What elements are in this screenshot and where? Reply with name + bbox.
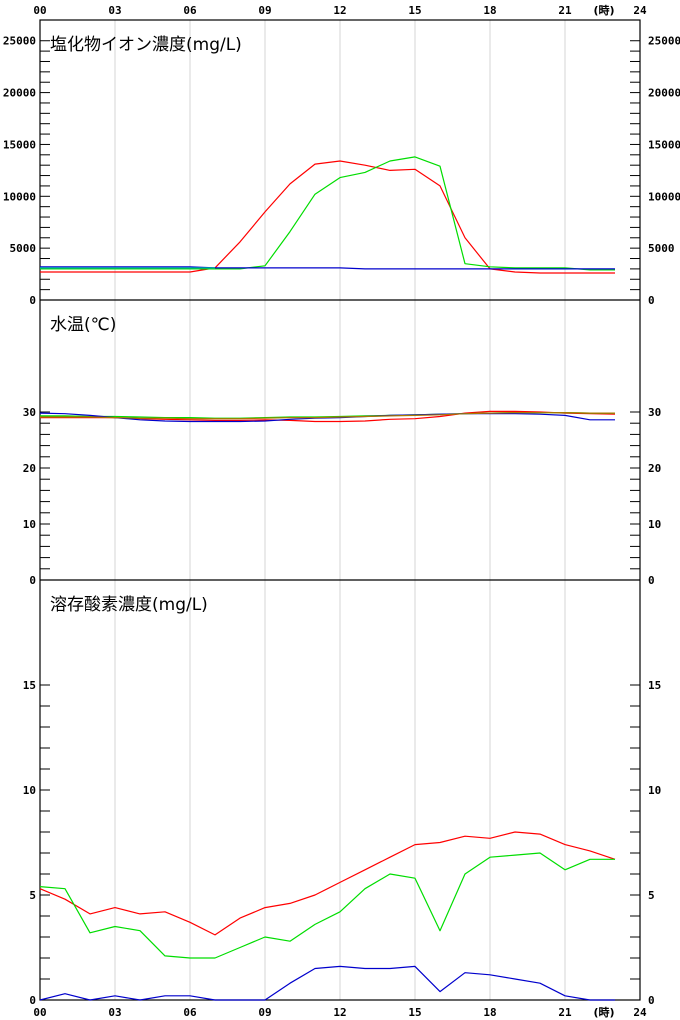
y-tick-label-left: 5 — [29, 889, 36, 902]
y-tick-label-right: 10000 — [648, 190, 680, 203]
y-tick-label-right: 25000 — [648, 35, 680, 48]
x-unit-label-bottom: (時) — [593, 1005, 614, 1019]
y-tick-label-left: 5000 — [10, 242, 37, 255]
x-tick-label-bottom: 03 — [108, 1006, 121, 1019]
y-tick-label-left: 10 — [23, 784, 36, 797]
x-tick-label-bottom: 00 — [33, 1006, 46, 1019]
series-layer — [39, 156, 616, 1001]
y-tick-label-right: 5 — [648, 889, 655, 902]
y-tick-label-left: 0 — [29, 294, 36, 307]
x-tick-label-top: 18 — [483, 4, 496, 17]
x-tick-label-top: 24 — [633, 4, 647, 17]
plot-frame — [39, 19, 641, 1001]
x-tick-label-top: 12 — [333, 4, 346, 17]
x-tick-label-top: 21 — [558, 4, 572, 17]
series-line-2 — [40, 156, 615, 271]
y-tick-label-right: 0 — [648, 574, 655, 587]
x-tick-label-bottom: 06 — [183, 1006, 197, 1019]
x-tick-label-bottom: 09 — [258, 1006, 271, 1019]
series-line-4 — [40, 412, 615, 420]
y-tick-label-right: 20000 — [648, 87, 680, 100]
x-tick-label-bottom: 24 — [633, 1006, 647, 1019]
panel-title: 塩化物イオン濃度(mg/L) — [50, 35, 242, 55]
series-line-1 — [39, 831, 616, 936]
panel-title: 水温(℃) — [50, 315, 116, 335]
y-tick-label-left: 10000 — [3, 190, 36, 203]
series-line-2 — [39, 852, 615, 959]
axes-layer — [39, 19, 641, 1001]
y-tick-label-left: 15000 — [3, 138, 36, 151]
y-tick-label-left: 20 — [23, 462, 36, 475]
text-layer: 00 03 06 09 12 15 18 21 24(時)00 03 06 09 12 15 18 21 24(… — [3, 3, 680, 1019]
y-tick-label-right: 5000 — [648, 242, 675, 255]
y-tick-label-left: 0 — [29, 574, 36, 587]
y-tick-label-right: 20 — [648, 462, 661, 475]
y-tick-label-left: 0 — [29, 994, 36, 1007]
y-tick-label-right: 0 — [648, 994, 655, 1007]
series-line-3 — [40, 266, 615, 270]
x-tick-label-top: 15 — [408, 4, 421, 17]
y-tick-label-left: 20000 — [3, 87, 36, 100]
x-tick-label-top: 06 — [183, 4, 197, 17]
y-tick-label-right: 10 — [648, 784, 661, 797]
x-tick-label-bottom: 12 — [333, 1006, 346, 1019]
x-unit-label-top: (時) — [593, 3, 614, 17]
y-tick-label-right: 15 — [648, 679, 661, 692]
series-line-1 — [40, 160, 615, 274]
x-tick-label-bottom: 18 — [483, 1006, 496, 1019]
y-tick-label-left: 30 — [23, 406, 36, 419]
y-tick-label-left: 15 — [23, 679, 36, 692]
x-tick-label-bottom: 21 — [558, 1006, 572, 1019]
x-tick-label-top: 00 — [33, 4, 46, 17]
y-tick-label-right: 0 — [648, 294, 655, 307]
x-tick-label-bottom: 15 — [408, 1006, 421, 1019]
grid-layer — [114, 20, 566, 1000]
x-tick-label-top: 03 — [108, 4, 121, 17]
y-tick-label-right: 10 — [648, 518, 661, 531]
y-tick-label-right: 30 — [648, 406, 661, 419]
panel-title: 溶存酸素濃度(mg/L) — [50, 595, 208, 615]
y-tick-label-right: 15000 — [648, 138, 680, 151]
x-tick-label-top: 09 — [258, 4, 271, 17]
y-tick-label-left: 25000 — [3, 35, 36, 48]
series-line-3 — [39, 965, 615, 1001]
y-tick-label-left: 10 — [23, 518, 36, 531]
